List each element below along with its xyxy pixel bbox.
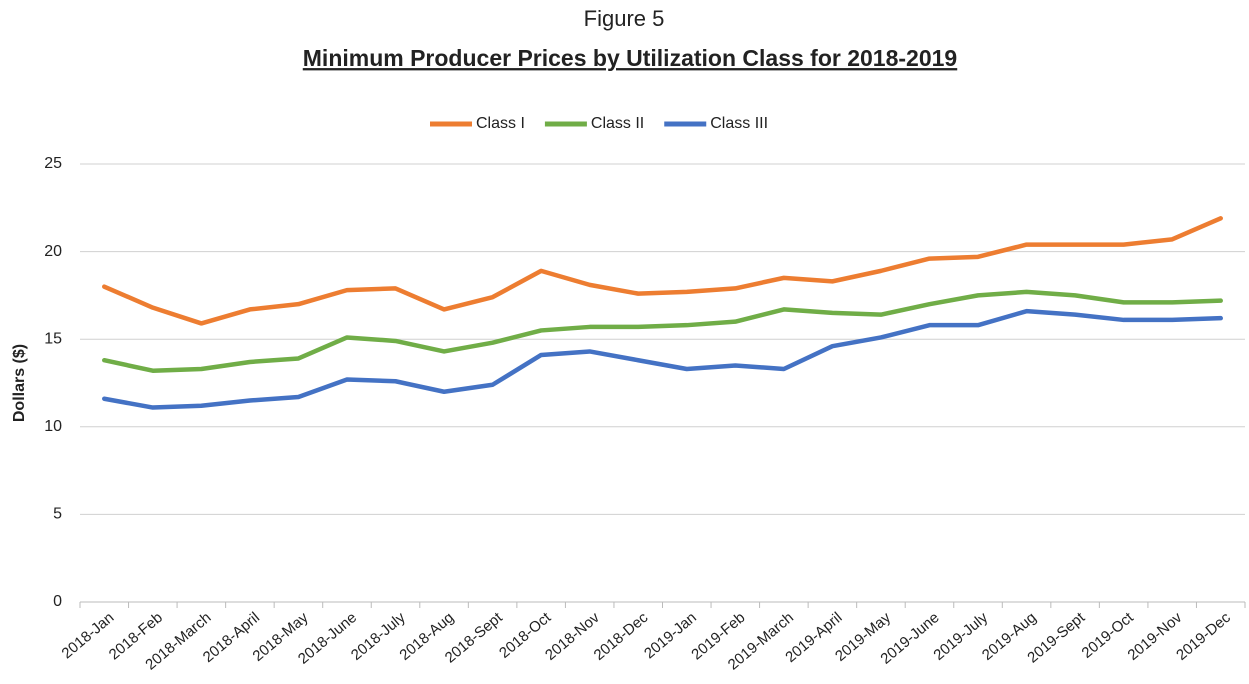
x-tick-label: 2018-Dec: [591, 609, 652, 664]
series-line: [102, 216, 1223, 326]
series-line: [102, 308, 1223, 410]
figure-label: Figure 5: [584, 6, 665, 31]
legend-label: Class I: [476, 115, 525, 132]
legend-label: Class III: [710, 115, 768, 132]
chart-title: Minimum Producer Prices by Utilization C…: [303, 45, 957, 71]
y-tick-label: 0: [53, 593, 62, 610]
y-tick-label: 25: [44, 155, 62, 172]
series-line: [102, 289, 1223, 373]
y-tick-label: 5: [53, 506, 62, 523]
y-tick-label: 20: [44, 243, 62, 260]
legend-label: Class II: [591, 115, 644, 132]
x-tick-label: 2019-Dec: [1173, 609, 1234, 664]
y-tick-label: 10: [44, 418, 62, 435]
y-axis-label: Dollars ($): [11, 344, 28, 422]
y-tick-label: 15: [44, 330, 62, 347]
